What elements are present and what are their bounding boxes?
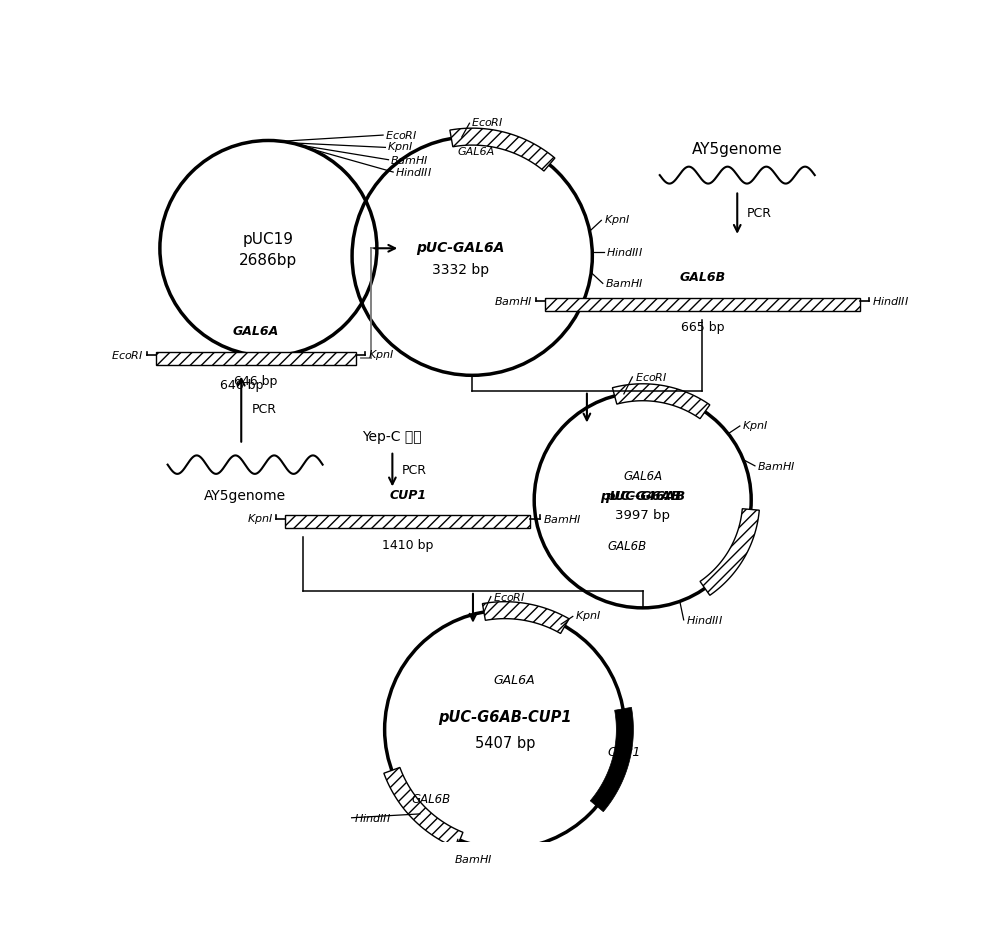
Polygon shape	[700, 509, 759, 595]
Text: PCR: PCR	[402, 464, 427, 477]
Text: 2686bp: 2686bp	[239, 254, 298, 268]
Text: $Kpn$I: $Kpn$I	[247, 512, 273, 526]
Text: GAL6A: GAL6A	[623, 470, 662, 483]
Text: $Eco$RI: $Eco$RI	[493, 590, 526, 603]
Text: $Kpn$I: $Kpn$I	[604, 214, 630, 227]
Text: $Eco$RI: $Eco$RI	[635, 371, 667, 383]
Polygon shape	[384, 767, 463, 848]
Text: GAL6B: GAL6B	[411, 793, 450, 806]
Text: pUC-G46AB: pUC-G46AB	[600, 490, 685, 502]
Text: 665 bp: 665 bp	[681, 322, 724, 335]
Text: GAL6B: GAL6B	[608, 540, 647, 552]
Text: $Hind$III: $Hind$III	[872, 295, 909, 307]
Text: 646 bp: 646 bp	[234, 376, 278, 388]
Text: $Hind$III: $Hind$III	[606, 246, 643, 258]
Text: $Kpn$I: $Kpn$I	[387, 140, 413, 154]
Text: 1410 bp: 1410 bp	[382, 538, 434, 552]
Text: $Bam$HI: $Bam$HI	[605, 277, 644, 289]
Text: CUP1: CUP1	[607, 746, 641, 760]
Text: AY5genome: AY5genome	[204, 489, 286, 503]
Text: $Hind$III: $Hind$III	[395, 166, 432, 178]
Text: $Kpn$I: $Kpn$I	[742, 419, 769, 433]
Polygon shape	[590, 708, 633, 812]
Text: $Hind$III: $Hind$III	[686, 614, 723, 626]
Bar	[156, 352, 356, 364]
Text: GAL6B: GAL6B	[679, 272, 725, 285]
Text: Yep-C 质粒: Yep-C 质粒	[363, 429, 422, 444]
Text: $Hind$III: $Hind$III	[354, 812, 391, 824]
Text: $Bam$HI: $Bam$HI	[757, 460, 796, 472]
Text: $Eco$RI: $Eco$RI	[385, 129, 417, 141]
Text: 3997 bp: 3997 bp	[615, 509, 670, 522]
Text: pUC-G6AB: pUC-G6AB	[605, 490, 681, 502]
Text: PCR: PCR	[747, 207, 772, 220]
Text: 646 bp: 646 bp	[220, 379, 263, 393]
Bar	[545, 298, 860, 310]
Polygon shape	[450, 128, 555, 171]
Text: pUC-G6AB-CUP1: pUC-G6AB-CUP1	[438, 710, 572, 726]
Text: $Eco$RI: $Eco$RI	[111, 349, 144, 361]
Text: $Bam$HI: $Bam$HI	[543, 513, 581, 524]
Polygon shape	[612, 384, 710, 419]
Text: 3332 bp: 3332 bp	[432, 263, 489, 277]
Text: $Eco$RI: $Eco$RI	[471, 115, 504, 128]
Bar	[285, 516, 530, 528]
Text: $Bam$HI: $Bam$HI	[454, 853, 493, 866]
Text: $Bam$HI: $Bam$HI	[390, 153, 429, 166]
Text: GAL6A: GAL6A	[458, 147, 495, 156]
Text: GAL6A: GAL6A	[233, 325, 279, 339]
Text: pUC-GAL6A: pUC-GAL6A	[416, 241, 505, 255]
Text: $Bam$HI: $Bam$HI	[494, 295, 533, 307]
Text: PCR: PCR	[251, 404, 276, 416]
Text: GAL6A: GAL6A	[493, 674, 535, 687]
Text: $Kpn$I: $Kpn$I	[368, 348, 395, 362]
Text: pUC19: pUC19	[243, 232, 294, 247]
Polygon shape	[482, 602, 569, 634]
Text: $Kpn$I: $Kpn$I	[575, 609, 601, 623]
Text: CUP1: CUP1	[389, 488, 426, 501]
Text: 5407 bp: 5407 bp	[475, 736, 535, 751]
Text: AY5genome: AY5genome	[692, 142, 783, 157]
